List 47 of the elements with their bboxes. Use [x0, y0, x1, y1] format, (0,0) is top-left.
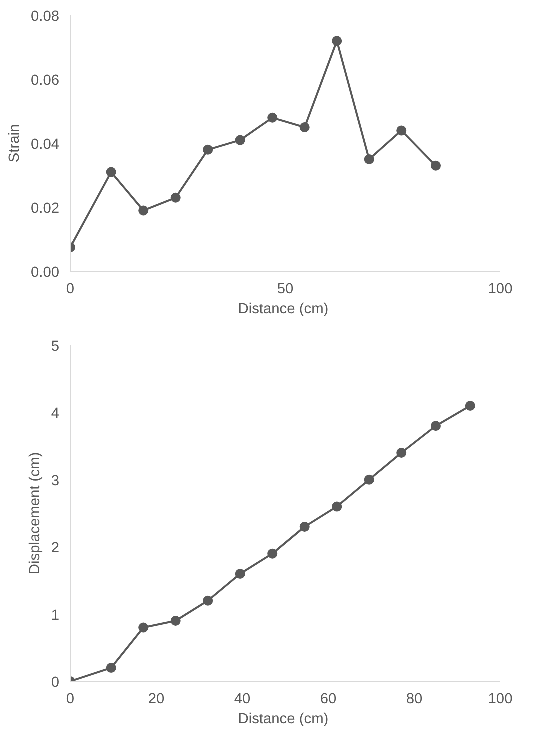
point	[431, 421, 441, 432]
x-tick-label: 40	[234, 692, 251, 708]
point	[203, 144, 214, 155]
point	[465, 400, 476, 411]
point	[170, 192, 181, 203]
y-axis-title: Displacement (cm)	[27, 452, 44, 575]
point	[332, 36, 342, 46]
x-axis-title: Distance (cm)	[238, 712, 329, 728]
y-tick-label: 0.04	[30, 137, 60, 153]
x-tick-label: 60	[320, 692, 337, 708]
y-tick-label: 5	[51, 339, 60, 355]
y-tick-label: 1	[51, 608, 60, 624]
point	[268, 548, 278, 559]
y-tick-label: 0.02	[30, 201, 60, 217]
y-tick-label: 3	[51, 473, 60, 490]
point	[364, 154, 374, 164]
point	[396, 126, 407, 136]
y-tick-label: 0	[51, 675, 60, 691]
x-tick-label: 0	[66, 282, 75, 298]
y-axis-title: Strain	[6, 124, 23, 163]
x-tick-label: 100	[488, 692, 513, 708]
point	[235, 135, 246, 146]
point	[106, 663, 116, 674]
y-tick-label: 2	[51, 540, 60, 557]
point	[235, 568, 246, 579]
point	[300, 522, 310, 532]
x-tick-label: 100	[488, 282, 513, 298]
x-tick-label: 50	[277, 282, 294, 298]
point	[170, 616, 181, 626]
x-tick-label: 20	[148, 692, 165, 708]
point	[300, 122, 310, 132]
y-tick-label: 0.06	[30, 73, 60, 89]
x-axis-title: Distance (cm)	[238, 302, 329, 318]
x-tick-label: 80	[406, 692, 423, 708]
point	[268, 112, 278, 123]
x-tick-label: 0	[66, 692, 75, 708]
y-tick-label: 0.08	[30, 9, 60, 25]
y-tick-label: 0.00	[30, 265, 60, 281]
y-tick-label: 4	[51, 406, 60, 422]
point	[203, 596, 214, 606]
point	[431, 160, 441, 171]
point	[396, 448, 407, 458]
point	[106, 167, 116, 178]
point	[138, 622, 149, 633]
point	[364, 474, 374, 485]
point	[332, 502, 342, 512]
point	[138, 206, 149, 216]
